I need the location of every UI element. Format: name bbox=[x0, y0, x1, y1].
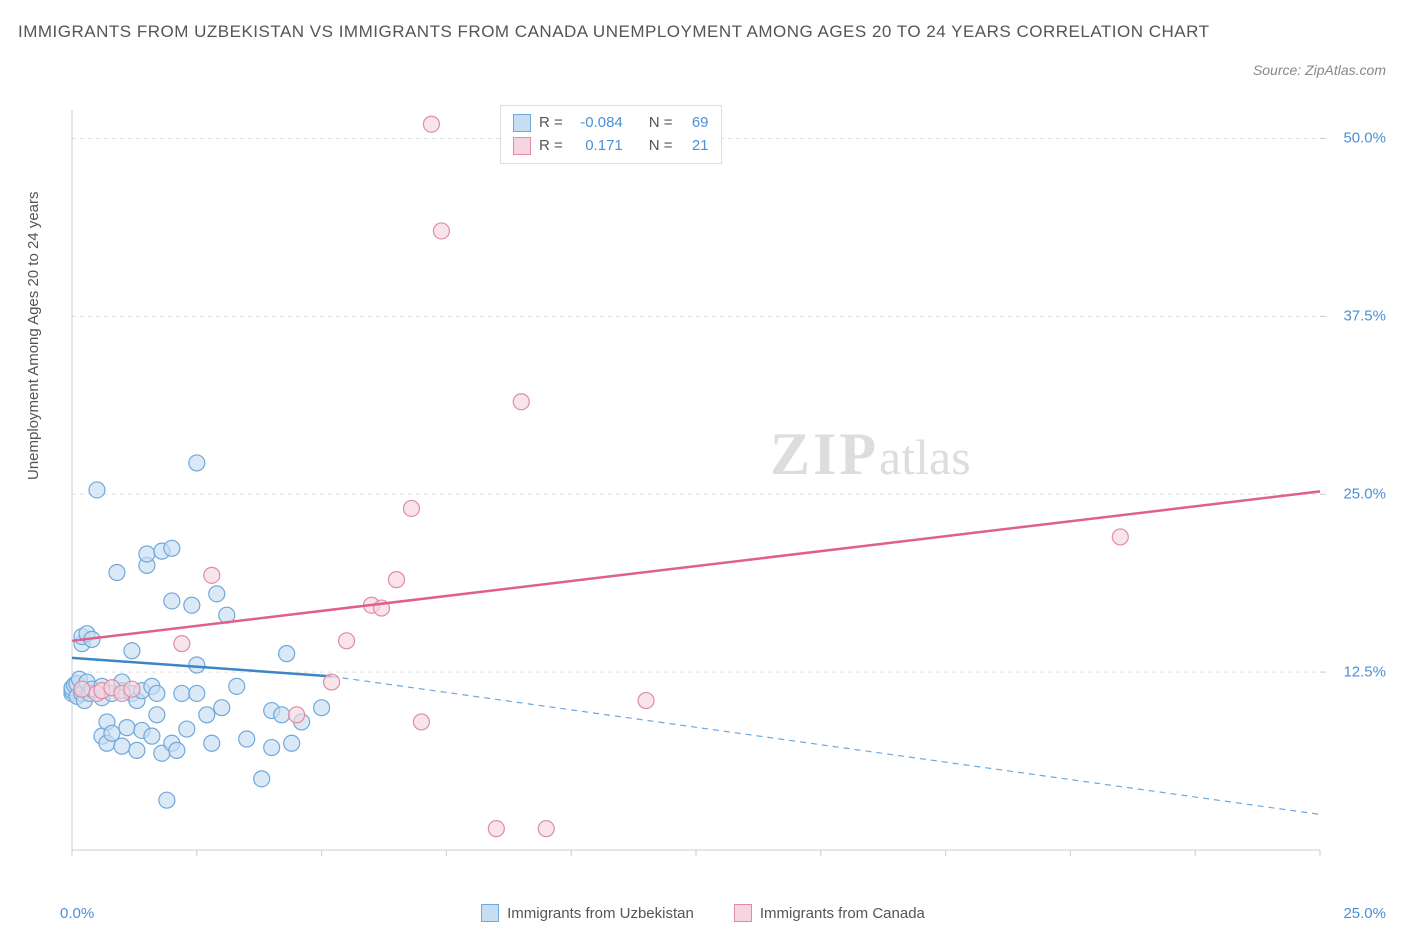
bottom-legend: Immigrants from Uzbekistan Immigrants fr… bbox=[0, 904, 1406, 922]
y-tick-label: 50.0% bbox=[1343, 130, 1386, 147]
chart-title: IMMIGRANTS FROM UZBEKISTAN VS IMMIGRANTS… bbox=[18, 18, 1388, 45]
stats-row-0: R = -0.084 N = 69 bbox=[513, 112, 709, 135]
source-label: Source: ZipAtlas.com bbox=[1253, 62, 1386, 78]
stats-n-label-1: N = bbox=[649, 135, 673, 158]
stats-r-value-1: 0.171 bbox=[571, 135, 623, 158]
stats-r-value-0: -0.084 bbox=[571, 112, 623, 135]
y-axis-label: Unemployment Among Ages 20 to 24 years bbox=[25, 191, 42, 480]
stats-n-value-0: 69 bbox=[681, 112, 709, 135]
stats-swatch-1 bbox=[513, 137, 531, 155]
chart-area bbox=[60, 100, 1380, 870]
legend-swatch-0 bbox=[481, 904, 499, 922]
stats-box: R = -0.084 N = 69 R = 0.171 N = 21 bbox=[500, 105, 722, 164]
stats-r-label-1: R = bbox=[539, 135, 563, 158]
stats-n-value-1: 21 bbox=[681, 135, 709, 158]
y-tick-label: 12.5% bbox=[1343, 664, 1386, 681]
scatter-chart bbox=[60, 100, 1380, 870]
y-tick-label: 37.5% bbox=[1343, 308, 1386, 325]
y-tick-label: 25.0% bbox=[1343, 486, 1386, 503]
stats-swatch-0 bbox=[513, 114, 531, 132]
stats-row-1: R = 0.171 N = 21 bbox=[513, 135, 709, 158]
stats-n-label-0: N = bbox=[649, 112, 673, 135]
legend-item-1: Immigrants from Canada bbox=[734, 904, 925, 922]
legend-item-0: Immigrants from Uzbekistan bbox=[481, 904, 694, 922]
legend-label-0: Immigrants from Uzbekistan bbox=[507, 905, 694, 922]
legend-label-1: Immigrants from Canada bbox=[760, 905, 925, 922]
stats-r-label-0: R = bbox=[539, 112, 563, 135]
legend-swatch-1 bbox=[734, 904, 752, 922]
